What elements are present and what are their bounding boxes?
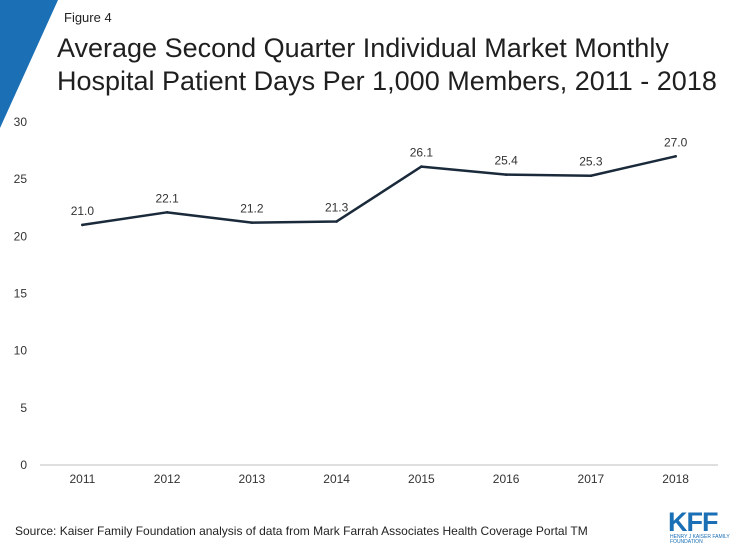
data-point	[504, 173, 508, 176]
data-point	[165, 211, 169, 214]
x-tick-label: 2011	[69, 472, 95, 486]
y-tick-label: 15	[14, 287, 28, 301]
logo-subtext: HENRY J KAISER FAMILY FOUNDATION	[670, 534, 730, 545]
x-tick-label: 2016	[493, 472, 520, 486]
data-point	[674, 155, 677, 158]
data-label: 26.1	[410, 146, 434, 160]
source-note: Source: Kaiser Family Foundation analysi…	[15, 524, 588, 538]
data-point	[589, 174, 593, 178]
data-point	[81, 223, 84, 227]
data-label: 21.3	[325, 200, 349, 214]
data-point	[420, 165, 423, 168]
data-label: 27.0	[664, 135, 688, 149]
chart-title: Average Second Quarter Individual Market…	[57, 33, 717, 96]
y-tick-label: 10	[14, 344, 28, 358]
x-tick-label: 2017	[578, 472, 605, 486]
y-tick-label: 20	[14, 229, 28, 243]
y-tick-label: 25	[14, 172, 28, 186]
data-label: 25.3	[579, 155, 603, 169]
x-tick-label: 2013	[239, 472, 266, 486]
y-tick-label: 0	[20, 458, 27, 472]
series-line	[81, 155, 677, 227]
x-tick-label: 2014	[323, 472, 350, 486]
data-point	[250, 221, 254, 224]
data-label: 21.2	[240, 202, 264, 216]
logo-text: KFF	[668, 507, 718, 537]
y-tick-label: 30	[14, 115, 28, 129]
y-tick-label: 5	[20, 401, 27, 415]
figure-label: Figure 4	[64, 10, 112, 25]
data-label: 22.1	[155, 191, 179, 205]
data-label: 21.0	[71, 204, 95, 218]
x-tick-label: 2012	[154, 472, 181, 486]
corner-accent-triangle	[0, 0, 58, 128]
x-tick-label: 2015	[408, 472, 435, 486]
data-label: 25.4	[494, 154, 518, 168]
x-tick-label: 2018	[662, 472, 689, 486]
data-point	[335, 220, 338, 223]
kff-logo: KFF HENRY J KAISER FAMILY FOUNDATION	[668, 507, 730, 547]
